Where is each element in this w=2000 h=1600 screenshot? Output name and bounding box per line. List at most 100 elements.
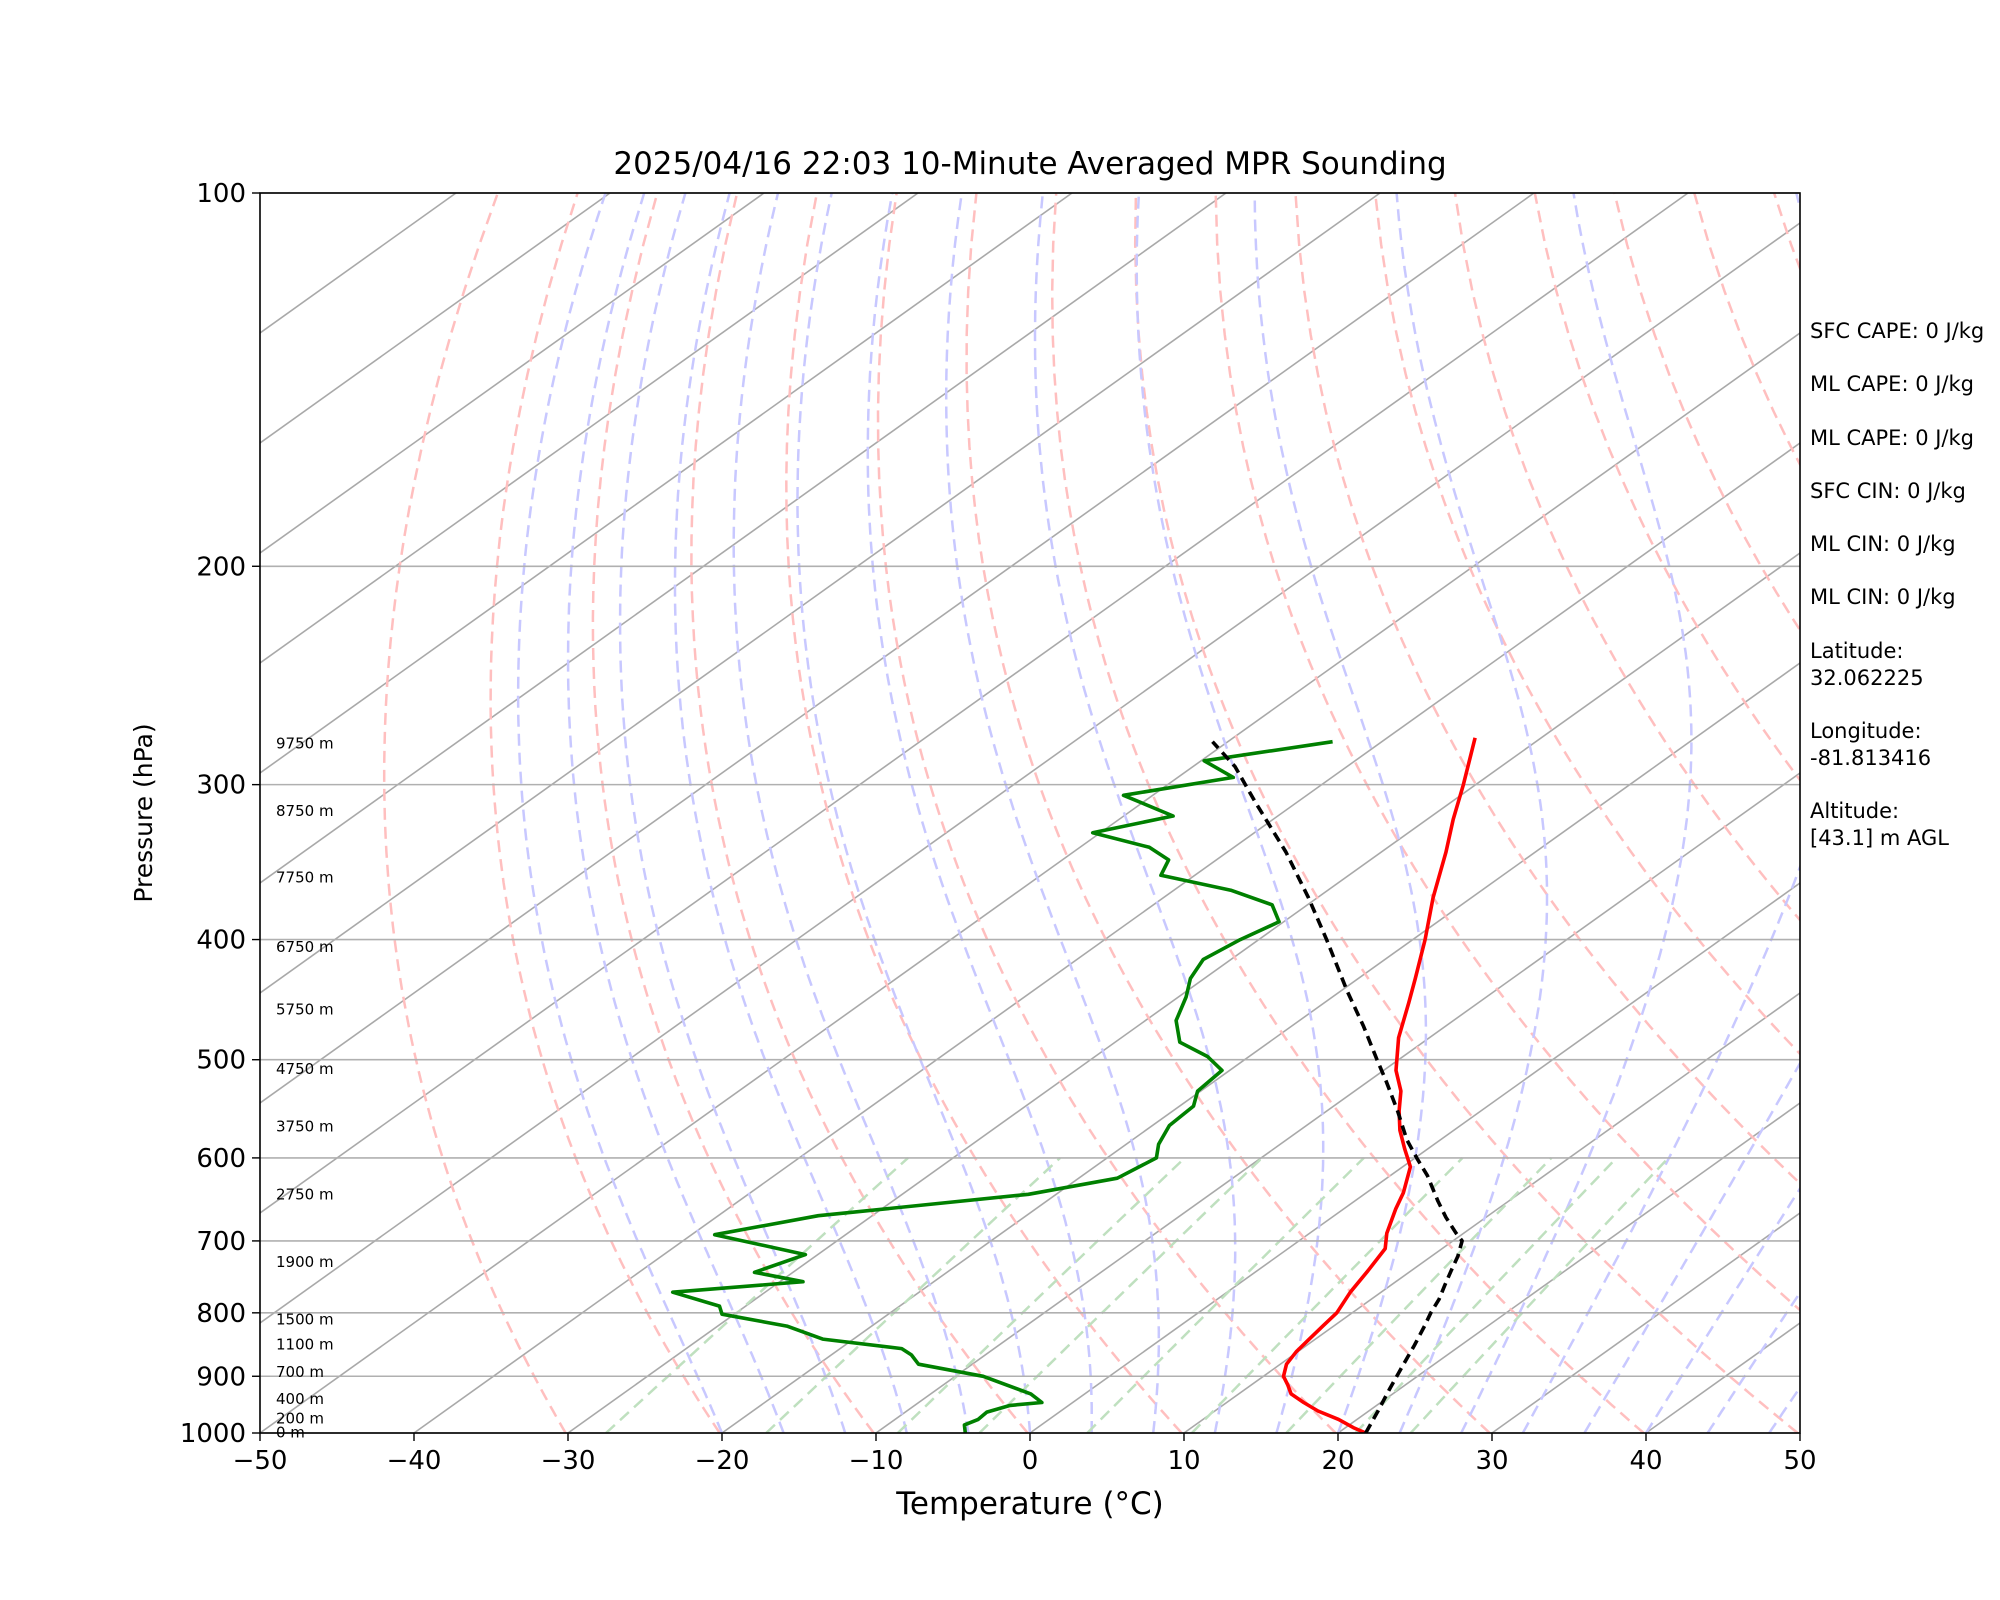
moist-adiabat-line [516,193,724,1433]
x-tick-label: 0 [1022,1446,1039,1476]
moist-adiabat-line [566,193,785,1433]
moist-adiabat-line [1253,193,1428,1433]
dry-adiabat-line [1453,193,1800,922]
isotherm-line [260,193,765,554]
isotherm-line [413,442,1800,1433]
dry-adiabat-line [591,193,875,1433]
dry-adiabat-line [965,193,1491,1433]
y-axis: 100 200 300 400 500 600 700 800 900 1000 [180,179,260,1449]
height-label: 1900 m [276,1253,334,1271]
height-label: 700 m [276,1363,324,1381]
y-tick-label: 900 [196,1362,246,1392]
y-tick-label: 800 [196,1299,246,1329]
x-tick-label: −30 [541,1446,596,1476]
isotherm-line [260,193,1381,994]
moist-adiabat-line [1644,1186,1800,1433]
dry-adiabat-line [690,193,1029,1433]
moist-adiabat-line [673,193,909,1433]
moist-adiabat-line [1706,1290,1800,1433]
height-label: 1500 m [276,1311,334,1329]
x-axis-label: Temperature (°C) [895,1486,1164,1522]
moist-adiabat-line [796,193,1032,1433]
isotherm-line [1337,1102,1800,1433]
height-label: 8750 m [276,802,334,820]
dry-adiabat-line [1533,193,1800,783]
moist-adiabat-line [732,193,970,1433]
isotherm-line [260,193,919,664]
isotherm-line [260,193,1073,774]
y-axis-label: Pressure (hPa) [129,723,158,902]
height-label: 200 m [276,1410,324,1428]
moist-adiabat-line [944,193,1161,1433]
dry-adiabat-line [1214,193,1800,1312]
x-tick-label: −40 [387,1446,442,1476]
y-tick-label: 600 [196,1144,246,1174]
sounding-parameter-text: ML CAPE: 0 J/kg [1810,426,1975,450]
height-label: 400 m [276,1390,324,1408]
x-tick-label: 30 [1475,1446,1508,1476]
sounding-parameter-text: ML CAPE: 0 J/kg [1810,372,1975,396]
isotherm-line [260,332,1800,1433]
chart-title: 2025/04/16 22:03 10-Minute Averaged MPR … [613,146,1446,182]
isotherm-line [875,772,1800,1433]
x-tick-label: −50 [233,1446,288,1476]
sounding-parameter-text: Latitude: 32.062225 [1810,639,1924,690]
sounding-parameter-text: Altitude: [43.1] m AGL [1810,799,1949,850]
background-reference-lines [260,193,1800,1433]
x-tick-label: −10 [849,1446,904,1476]
sounding-parameter-text: Longitude: -81.813416 [1810,719,1932,770]
mixing-ratio-line [1086,1157,1365,1433]
dry-adiabat-line [1373,193,1800,1056]
height-label: 9750 m [276,735,334,753]
sounding-parameter-text: ML CIN: 0 J/kg [1810,532,1956,556]
y-tick-label: 500 [196,1046,246,1076]
isotherm-line [721,662,1800,1433]
dry-adiabat-line [876,193,1337,1433]
moist-adiabat-line [1583,1060,1800,1433]
y-tick-label: 200 [196,552,246,582]
x-axis: −50 −40 −30 −20 −10 0 10 20 30 40 50 [233,1433,1817,1476]
sounding-parameter-text: SFC CIN: 0 J/kg [1810,479,1966,503]
x-tick-label: 50 [1783,1446,1816,1476]
height-labels: 9750 m 8750 m 7750 m 6750 m 5750 m 4750 m 3750… [276,735,334,1442]
parcel-profile-line [1211,740,1464,1433]
mixing-ratio-line [1190,1157,1464,1433]
y-tick-label: 400 [196,926,246,956]
moist-adiabat-line [1033,193,1237,1433]
isotherm-line [260,193,1227,884]
temperature-profile-line [1281,737,1477,1433]
isotherm-line [260,193,1535,1104]
moist-adiabat-line [1460,193,1693,1433]
dry-adiabat-line [1133,193,1799,1433]
moist-adiabat-line [1135,193,1325,1433]
sounding-profiles [670,737,1477,1433]
y-tick-label: 100 [196,179,246,209]
x-tick-label: 40 [1629,1446,1662,1476]
dry-adiabat-line [785,193,1183,1433]
x-tick-label: 10 [1167,1446,1200,1476]
y-tick-label: 700 [196,1227,246,1257]
height-label: 2750 m [276,1186,334,1204]
height-label: 6750 m [276,938,334,956]
isotherm-line [260,193,1689,1214]
dry-adiabat-line [489,193,721,1433]
isotherm-line [1491,1212,1800,1433]
sounding-parameter-text: SFC CAPE: 0 J/kg [1810,319,1985,343]
moist-adiabat-line [618,193,847,1433]
height-label: 4750 m [276,1060,334,1078]
y-tick-label: 300 [196,771,246,801]
height-label: 7750 m [276,868,334,886]
isotherm-line [260,222,1800,1324]
moist-adiabat-line [1521,193,1800,1433]
isotherm-line [1183,992,1800,1433]
height-label: 3750 m [276,1118,334,1136]
y-tick-label: 1000 [180,1419,246,1449]
dewpoint-profile-line [670,739,1333,1433]
height-label: 5750 m [276,1001,334,1019]
x-tick-label: −20 [695,1446,750,1476]
sounding-parameter-text: ML CIN: 0 J/kg [1810,585,1956,609]
height-label: 1100 m [276,1335,334,1353]
isotherm-line [567,552,1800,1433]
dry-adiabat-line [1294,193,1800,1186]
